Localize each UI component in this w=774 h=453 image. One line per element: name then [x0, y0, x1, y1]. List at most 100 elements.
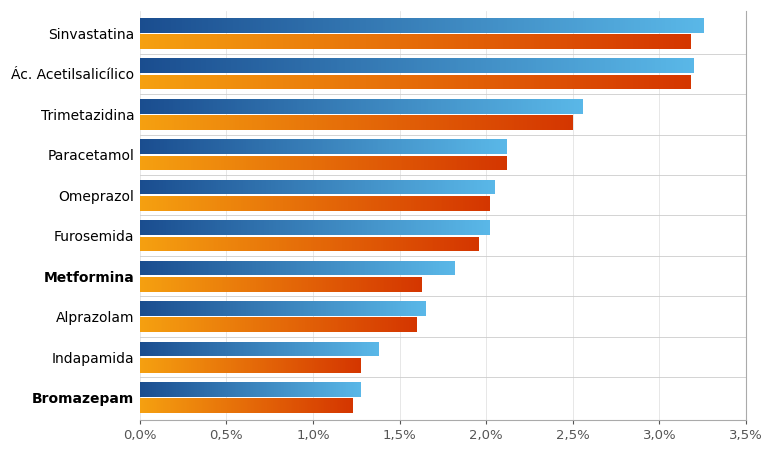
Bar [251, 318, 252, 332]
Bar [286, 318, 288, 332]
Bar [409, 180, 412, 194]
Bar [198, 261, 200, 275]
Bar [238, 261, 239, 275]
Bar [296, 382, 297, 397]
Bar [168, 261, 170, 275]
Bar [356, 180, 358, 194]
Bar [474, 220, 476, 235]
Bar [306, 301, 307, 316]
Bar [170, 58, 173, 73]
Bar [272, 115, 274, 130]
Bar [478, 196, 479, 211]
Bar [202, 18, 205, 33]
Bar [337, 99, 339, 114]
Bar [254, 301, 255, 316]
Bar [235, 342, 237, 357]
Bar [210, 196, 211, 211]
Bar [144, 358, 146, 372]
Bar [492, 75, 495, 89]
Bar [194, 196, 196, 211]
Bar [290, 99, 293, 114]
Bar [235, 99, 238, 114]
Bar [479, 180, 481, 194]
Bar [282, 398, 283, 413]
Bar [245, 358, 246, 372]
Bar [245, 342, 246, 357]
Bar [156, 180, 158, 194]
Bar [158, 155, 160, 170]
Bar [259, 261, 261, 275]
Bar [248, 277, 250, 292]
Bar [452, 140, 454, 154]
Bar [166, 220, 168, 235]
Bar [229, 220, 231, 235]
Bar [330, 140, 333, 154]
Bar [554, 99, 557, 114]
Bar [406, 236, 408, 251]
Bar [256, 358, 257, 372]
Bar [472, 58, 475, 73]
Bar [344, 236, 345, 251]
Bar [379, 196, 382, 211]
Bar [289, 75, 291, 89]
Bar [220, 301, 221, 316]
Bar [408, 140, 409, 154]
Bar [340, 236, 342, 251]
Bar [419, 140, 421, 154]
Bar [188, 180, 190, 194]
Bar [367, 180, 369, 194]
Bar [332, 342, 334, 357]
Bar [167, 382, 169, 397]
Bar [250, 75, 252, 89]
Bar [205, 398, 206, 413]
Bar [461, 220, 464, 235]
Bar [153, 99, 156, 114]
Bar [334, 115, 337, 130]
Bar [207, 115, 209, 130]
Bar [241, 140, 242, 154]
Bar [148, 34, 151, 49]
Bar [265, 115, 268, 130]
Bar [371, 140, 373, 154]
Bar [154, 382, 156, 397]
Bar [600, 58, 603, 73]
Bar [148, 75, 151, 89]
Bar [532, 115, 534, 130]
Bar [236, 277, 237, 292]
Bar [188, 277, 189, 292]
Bar [300, 34, 303, 49]
Bar [294, 358, 295, 372]
Bar [270, 301, 271, 316]
Bar [600, 34, 602, 49]
Bar [341, 115, 344, 130]
Bar [343, 398, 344, 413]
Bar [406, 301, 407, 316]
Bar [282, 382, 283, 397]
Bar [468, 180, 470, 194]
Bar [358, 261, 359, 275]
Bar [190, 220, 192, 235]
Bar [342, 398, 343, 413]
Bar [349, 180, 351, 194]
Bar [207, 358, 208, 372]
Bar [477, 99, 479, 114]
Bar [345, 382, 346, 397]
Bar [399, 261, 400, 275]
Bar [314, 301, 316, 316]
Bar [546, 99, 548, 114]
Bar [213, 358, 214, 372]
Bar [414, 196, 416, 211]
Bar [351, 196, 353, 211]
Bar [420, 277, 421, 292]
Bar [457, 236, 459, 251]
Bar [225, 34, 228, 49]
Bar [368, 18, 372, 33]
Bar [239, 75, 241, 89]
Bar [457, 180, 459, 194]
Bar [360, 277, 361, 292]
Bar [374, 18, 377, 33]
Bar [445, 115, 447, 130]
Bar [282, 342, 283, 357]
Bar [380, 301, 382, 316]
Bar [289, 140, 290, 154]
